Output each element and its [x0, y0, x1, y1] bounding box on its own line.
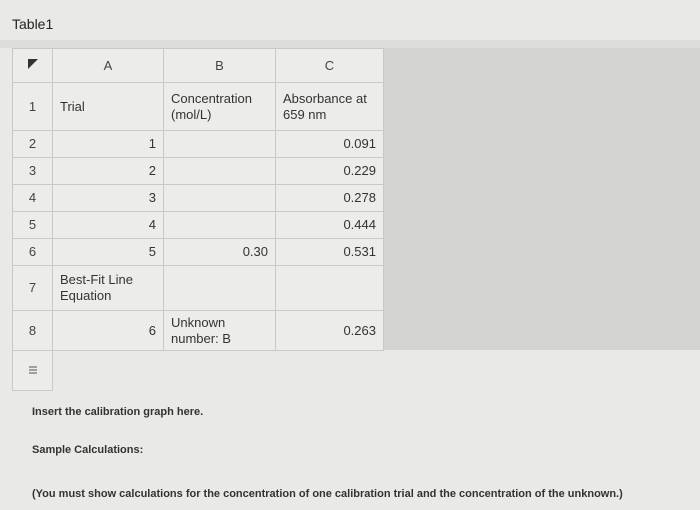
table-row: 1 Trial Concentration (mol/L) Absorbance at…: [12, 82, 384, 131]
row-number: 6: [12, 238, 53, 266]
empty-cell: [163, 211, 276, 239]
cell: 2: [52, 157, 164, 185]
cell: 3: [52, 184, 164, 212]
cell: 5: [52, 238, 164, 266]
blank: [52, 350, 164, 391]
cell: 4: [52, 211, 164, 239]
row-number: 2: [12, 130, 53, 158]
row-number: 5: [12, 211, 53, 239]
table-title: Table1: [12, 16, 54, 32]
corner-cell: [12, 48, 53, 83]
blank: [163, 350, 276, 391]
empty-cell: [163, 184, 276, 212]
row-number: 1: [12, 82, 53, 131]
table-row: 8 6 Unknown number: B 0.263: [12, 310, 384, 351]
cell: 0.091: [275, 130, 384, 158]
cell: 6: [52, 310, 164, 351]
row-number: 8: [12, 310, 53, 351]
select-all-icon: [27, 58, 38, 69]
cell: 0.444: [275, 211, 384, 239]
cell: Trial: [52, 82, 164, 131]
cell: 0.229: [275, 157, 384, 185]
table-row: 7 Best-Fit Line Equation: [12, 265, 384, 311]
row-number: 3: [12, 157, 53, 185]
table-row: 6 5 0.30 0.531: [12, 238, 384, 266]
cell: Concentration (mol/L): [163, 82, 276, 131]
calculations-heading: Sample Calculations:: [32, 444, 144, 456]
table-row: 4 3 0.278: [12, 184, 384, 212]
cell: 0.263: [275, 310, 384, 351]
column-header: B: [163, 48, 276, 83]
empty-cell: [163, 265, 276, 311]
table-row: 5 4 0.444: [12, 211, 384, 239]
empty-cell: [163, 157, 276, 185]
graph-note: Insert the calibration graph here.: [32, 406, 204, 418]
cell: Best-Fit Line Equation: [52, 265, 164, 311]
column-header: C: [275, 48, 384, 83]
empty-grid-area: [383, 48, 700, 350]
table-row: 2 1 0.091: [12, 130, 384, 158]
table-row: 3 2 0.229: [12, 157, 384, 185]
cell: 0.30: [163, 238, 276, 266]
add-row: [12, 350, 384, 391]
menu-icon[interactable]: [28, 365, 38, 375]
cell: 0.278: [275, 184, 384, 212]
cell: Unknown number: B: [163, 310, 276, 351]
spreadsheet-table: A B C 1 Trial Concentration (mol/L) Absorbance…: [12, 48, 384, 391]
instruction-note: (You must show calculations for the conc…: [32, 488, 623, 500]
row-number: 7: [12, 265, 53, 311]
empty-cell: [163, 130, 276, 158]
toolbar-strip: [0, 40, 700, 48]
blank: [275, 350, 384, 391]
cell: 0.531: [275, 238, 384, 266]
cell: Absorbance at 659 nm: [275, 82, 384, 131]
row-number: 4: [12, 184, 53, 212]
cell: 1: [52, 130, 164, 158]
column-header: A: [52, 48, 164, 83]
empty-cell: [275, 265, 384, 311]
menu-cell: [12, 350, 53, 391]
